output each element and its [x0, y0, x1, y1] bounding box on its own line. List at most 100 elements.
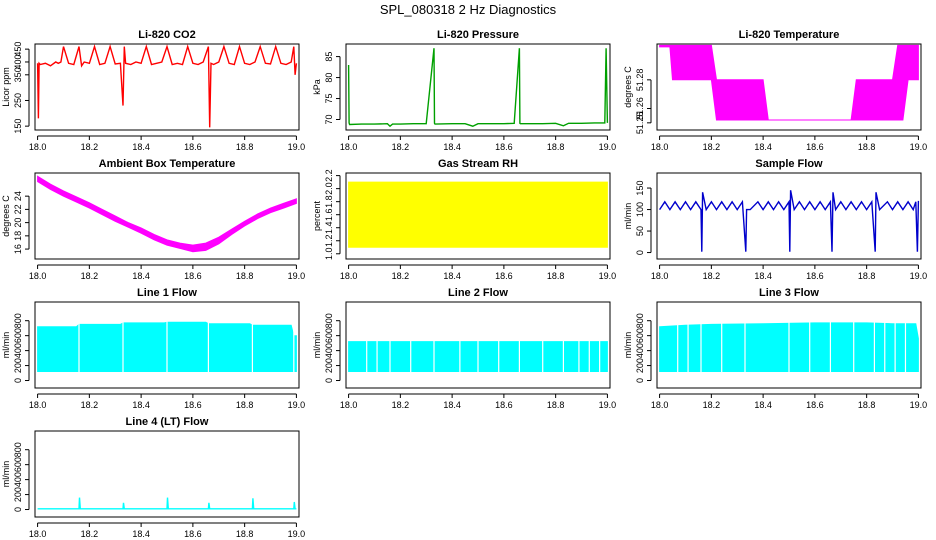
chart-10-line-4-lt-flow-xtick-label-2: 18.2	[81, 529, 99, 539]
chart-5-gas-stream-rh-title: Gas Stream RH	[438, 158, 518, 170]
chart-9-line-3-flow-data	[659, 302, 919, 388]
chart-10-line-4-lt-flow: Line 4 (LT) Flow ml/min 18.0 18.2 18.4 18.6 18…	[1, 416, 305, 539]
chart-2-li-820-pressure: Li-820 Pressure kPa 18.0 18.2 18.4 18.6 18.8 19…	[312, 29, 616, 152]
chart-10-line-4-lt-flow-series-flow	[37, 497, 297, 510]
chart-8-line-2-flow-xtick-label-3: 18.4	[443, 400, 461, 410]
chart-2-li-820-pressure-xtick-label-3: 18.4	[443, 142, 461, 152]
chart-3-li-820-temperature-ytick-label-3: 51.28	[635, 69, 645, 92]
chart-9-line-3-flow-xtick-label-4: 18.6	[806, 400, 824, 410]
chart-3-li-820-temperature-ytick-label-1: 51.25	[635, 112, 645, 135]
chart-6-sample-flow-ytick-label-1: 0	[635, 250, 645, 255]
chart-6-sample-flow-series-flow	[659, 190, 920, 252]
chart-6-sample-flow-xtick-label-6: 19.0	[910, 271, 928, 281]
chart-5-gas-stream-rh-xtick-label-3: 18.4	[443, 271, 461, 281]
chart-7-line-1-flow-frame	[34, 301, 300, 389]
chart-4-ambient-box-temperature-ytick-label-1: 16	[13, 244, 23, 254]
chart-7-line-1-flow-ytick-label-5: 800	[13, 313, 23, 328]
chart-10-line-4-lt-flow-xtick-label-6: 19.0	[288, 529, 306, 539]
chart-6-sample-flow-ytick-label-3: 100	[635, 202, 645, 217]
chart-4-ambient-box-temperature-xtick-label-5: 18.8	[236, 271, 254, 281]
chart-2-li-820-pressure-title: Li-820 Pressure	[437, 29, 519, 41]
chart-8-line-2-flow: Line 2 Flow ml/min 18.0 18.2 18.4 18.6 18.8 19.…	[312, 287, 616, 410]
chart-9-line-3-flow-xtick-label-1: 18.0	[651, 400, 669, 410]
chart-5-gas-stream-rh-frame	[345, 172, 611, 260]
chart-1-li-820-co2-ytick-label-4: 400	[13, 54, 23, 69]
chart-5-gas-stream-rh-ytick-label-7: 2.2	[324, 169, 334, 182]
chart-2-li-820-pressure-data	[347, 48, 609, 128]
chart-1-li-820-co2-ytick-label-1: 150	[13, 119, 23, 134]
chart-10-line-4-lt-flow-xtick-label-3: 18.4	[132, 529, 150, 539]
chart-9-line-3-flow-ytick-label-1: 0	[635, 378, 645, 383]
chart-9-line-3-flow-ytick-label-3: 400	[635, 343, 645, 358]
chart-2-li-820-pressure-ytick-label-3: 80	[324, 73, 334, 83]
chart-6-sample-flow-xtick-label-5: 18.8	[858, 271, 876, 281]
chart-4-ambient-box-temperature-ytick-label-3: 20	[13, 218, 23, 228]
chart-5-gas-stream-rh-ytick-label-6: 2.0	[324, 182, 334, 195]
chart-1-li-820-co2-xtick-label-2: 18.2	[81, 142, 99, 152]
chart-7-line-1-flow-xtick-label-2: 18.2	[81, 400, 99, 410]
chart-8-line-2-flow-ytick-label-1: 0	[324, 378, 334, 383]
chart-7-line-1-flow-xtick-label-1: 18.0	[29, 400, 47, 410]
chart-3-li-820-temperature-xtick-label-1: 18.0	[651, 142, 669, 152]
chart-1-li-820-co2-series-co2	[36, 44, 298, 128]
chart-5-gas-stream-rh-series-band	[348, 181, 608, 248]
chart-7-line-1-flow-ytick-label-4: 600	[13, 328, 23, 343]
chart-9-line-3-flow-xtick-label-6: 19.0	[910, 400, 928, 410]
chart-8-line-2-flow-ylabel: ml/min	[312, 332, 322, 359]
chart-3-li-820-temperature-frame	[656, 43, 922, 131]
chart-5-gas-stream-rh-xtick-label-2: 18.2	[392, 271, 410, 281]
chart-10-line-4-lt-flow-ytick-label-1: 0	[13, 507, 23, 512]
chart-3-li-820-temperature-series-band	[659, 44, 919, 121]
chart-10-line-4-lt-flow-xtick-label-4: 18.6	[184, 529, 202, 539]
chart-8-line-2-flow-xtick-label-6: 19.0	[599, 400, 617, 410]
chart-5-gas-stream-rh-xtick-label-5: 18.8	[547, 271, 565, 281]
chart-4-ambient-box-temperature-ytick-label-2: 18	[13, 231, 23, 241]
chart-10-line-4-lt-flow-xtick-label-5: 18.8	[236, 529, 254, 539]
chart-9-line-3-flow-ytick-label-2: 200	[635, 358, 645, 373]
chart-6-sample-flow-frame	[656, 172, 922, 260]
chart-4-ambient-box-temperature-title: Ambient Box Temperature	[99, 158, 236, 170]
chart-1-li-820-co2-ylabel: Licor ppm	[1, 67, 11, 107]
chart-8-line-2-flow-xtick-label-5: 18.8	[547, 400, 565, 410]
chart-9-line-3-flow-frame	[656, 301, 922, 389]
chart-1-li-820-co2-xtick-label-3: 18.4	[132, 142, 150, 152]
chart-1-li-820-co2-xtick-label-5: 18.8	[236, 142, 254, 152]
chart-9-line-3-flow-title: Line 3 Flow	[759, 287, 819, 299]
chart-4-ambient-box-temperature-xtick-label-6: 19.0	[288, 271, 306, 281]
chart-5-gas-stream-rh-ytick-label-3: 1.4	[324, 221, 334, 234]
chart-8-line-2-flow-frame	[345, 301, 611, 389]
chart-2-li-820-pressure-xtick-label-4: 18.6	[495, 142, 513, 152]
chart-1-li-820-co2-xtick-label-4: 18.6	[184, 142, 202, 152]
chart-4-ambient-box-temperature: Ambient Box Temperature degrees C 18.0 18.2…	[1, 158, 305, 281]
chart-6-sample-flow-xtick-label-4: 18.6	[806, 271, 824, 281]
chart-4-ambient-box-temperature-xtick-label-1: 18.0	[29, 271, 47, 281]
chart-3-li-820-temperature-xtick-label-5: 18.8	[858, 142, 876, 152]
chart-3-li-820-temperature-ylabel: degrees C	[623, 66, 633, 108]
chart-7-line-1-flow-ylabel: ml/min	[1, 332, 11, 359]
chart-3-li-820-temperature-ytick-label-2: 51.26	[635, 97, 645, 120]
chart-2-li-820-pressure-frame	[345, 43, 611, 131]
chart-1-li-820-co2-frame	[34, 43, 300, 131]
chart-5-gas-stream-rh-ytick-label-2: 1.2	[324, 234, 334, 247]
chart-2-li-820-pressure-ylabel: kPa	[312, 79, 322, 95]
chart-7-line-1-flow-xtick-label-5: 18.8	[236, 400, 254, 410]
chart-10-line-4-lt-flow-ytick-label-3: 400	[13, 472, 23, 487]
chart-1-li-820-co2-ytick-label-2: 250	[13, 93, 23, 108]
chart-1-li-820-co2-data	[36, 44, 298, 128]
chart-9-line-3-flow-xtick-label-5: 18.8	[858, 400, 876, 410]
chart-8-line-2-flow-ytick-label-3: 400	[324, 343, 334, 358]
chart-4-ambient-box-temperature-data	[37, 175, 297, 253]
chart-2-li-820-pressure-xtick-label-2: 18.2	[392, 142, 410, 152]
chart-6-sample-flow-data	[659, 190, 920, 252]
chart-4-ambient-box-temperature-ytick-label-4: 22	[13, 204, 23, 214]
chart-10-line-4-lt-flow-ytick-label-2: 200	[13, 487, 23, 502]
chart-2-li-820-pressure-xtick-label-1: 18.0	[340, 142, 358, 152]
chart-10-line-4-lt-flow-data	[37, 497, 297, 510]
chart-5-gas-stream-rh: Gas Stream RH percent 18.0 18.2 18.4 18.6 18.8…	[312, 158, 616, 281]
chart-9-line-3-flow-ytick-label-5: 800	[635, 313, 645, 328]
chart-6-sample-flow-ylabel: ml/min	[623, 203, 633, 230]
chart-7-line-1-flow-ytick-label-2: 200	[13, 358, 23, 373]
chart-7-line-1-flow-xtick-label-4: 18.6	[184, 400, 202, 410]
chart-6-sample-flow-xtick-label-3: 18.4	[754, 271, 772, 281]
chart-1-li-820-co2-title: Li-820 CO2	[138, 29, 195, 41]
